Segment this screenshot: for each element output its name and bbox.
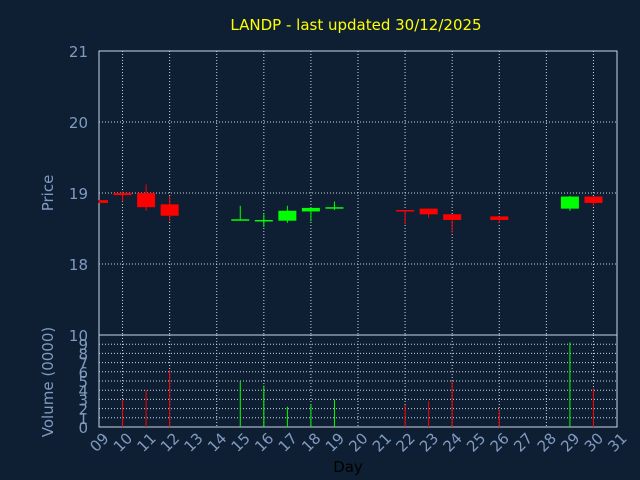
candle <box>490 216 509 223</box>
candle-body <box>560 196 579 209</box>
candle-body <box>443 214 462 220</box>
candle-body <box>419 208 438 215</box>
candle <box>160 195 179 222</box>
volume-tick-label: 4 <box>78 382 88 400</box>
candle <box>560 195 579 211</box>
volume-grid <box>99 335 617 427</box>
candle <box>419 208 438 218</box>
volume-tick-label: 10 <box>69 327 88 345</box>
price-tick-label: 20 <box>69 114 88 132</box>
candle <box>113 191 132 202</box>
volume-tick-label: 5 <box>78 373 88 391</box>
volume-tick-label: 0 <box>78 419 88 437</box>
candle-body <box>137 193 156 208</box>
price-tick-label: 18 <box>69 256 88 274</box>
volume-tick-label: 6 <box>78 364 88 382</box>
candle-body <box>490 216 509 220</box>
volume-tick-label: 8 <box>78 345 88 363</box>
volume-panel-frame <box>98 334 618 428</box>
x-axis-label: Day <box>333 458 363 476</box>
price-grid <box>99 51 617 335</box>
volume-tick-label: 9 <box>78 336 88 354</box>
candle-body <box>325 207 344 209</box>
volume-bars <box>122 342 594 427</box>
candle-body <box>254 219 273 222</box>
candle-body <box>231 219 250 221</box>
candle <box>254 214 273 228</box>
y-axis-label: Price <box>39 175 57 212</box>
volume-tick-label: 7 <box>78 355 88 373</box>
candle-body <box>301 207 320 212</box>
candle <box>584 196 603 206</box>
candles <box>98 184 603 233</box>
volume-tick-label: 1 <box>78 410 88 428</box>
candle-body <box>584 196 603 203</box>
candle-body <box>113 193 132 196</box>
chart-title: LANDP - last updated 30/12/2025 <box>230 16 481 34</box>
candle-body <box>396 210 415 212</box>
volume-tick-label: 2 <box>78 401 88 419</box>
volume-tick-label: 3 <box>78 391 88 409</box>
candle-body <box>99 200 108 203</box>
candle <box>301 207 320 222</box>
price-tick-labels: 18 19 20 21 <box>69 43 88 274</box>
price-tick-label: 19 <box>69 185 88 203</box>
candle-body <box>278 210 297 221</box>
candle <box>278 205 297 223</box>
candle <box>325 201 344 211</box>
candle <box>396 210 415 225</box>
candle <box>137 184 156 211</box>
volume-axis-label: Volume (0000) <box>39 327 57 437</box>
candle <box>231 205 250 221</box>
price-tick-label: 21 <box>69 43 88 61</box>
candle <box>443 214 462 233</box>
candle-body <box>160 204 179 216</box>
x-tick-labels: 0910111213141516171819202122232425262728… <box>86 429 630 455</box>
candle <box>98 200 108 203</box>
